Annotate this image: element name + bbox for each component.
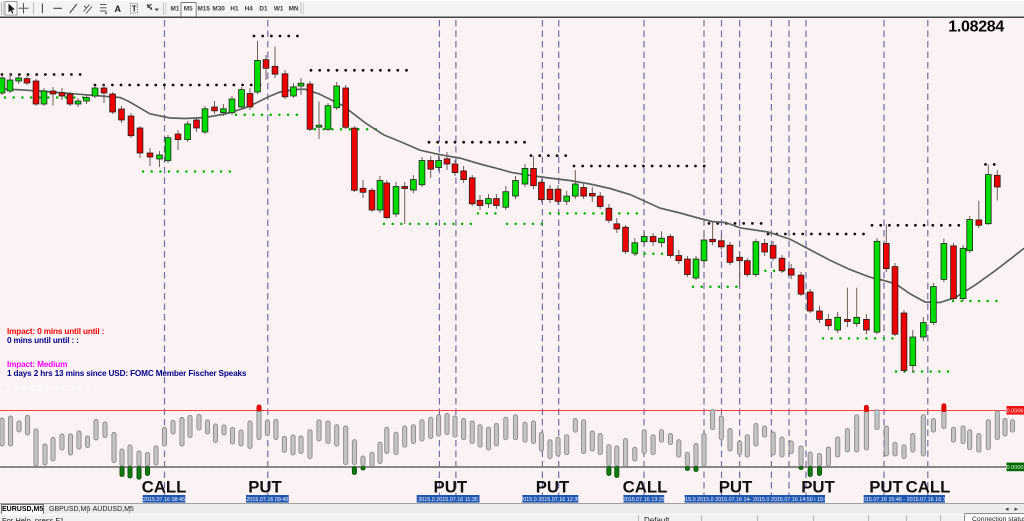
svg-text:S.T.O MAGNETIC BY CESTATIT: S.T.O MAGNETIC BY CESTATIT (5, 385, 97, 392)
svg-text:0 mins until until : :: 0 mins until until : : (7, 336, 79, 345)
svg-text:PUT: PUT (248, 478, 282, 497)
svg-text:PUT: PUT (869, 478, 903, 497)
svg-text:M5: M5 (184, 6, 193, 13)
svg-text:PUT: PUT (719, 478, 753, 497)
svg-text:M30: M30 (212, 6, 225, 13)
svg-text:M1: M1 (171, 6, 180, 13)
svg-text:D1: D1 (259, 6, 268, 13)
svg-text:2015.07.16 09:45: 2015.07.16 09:45 (246, 497, 288, 503)
svg-text:2015.0 2015.0 2015.07.16 14- 2: 2015.0 2015.0 2015.07.16 14- 2015.0 2015… (679, 497, 830, 503)
svg-text:CALL: CALL (142, 478, 187, 497)
svg-text:H4: H4 (245, 6, 254, 13)
svg-text:CALL: CALL (623, 478, 668, 497)
svg-text:0.0006: 0.0006 (1006, 409, 1023, 415)
svg-text:2015.07.16 08:45: 2015.07.16 08:45 (143, 497, 185, 503)
svg-text:PUT: PUT (434, 478, 468, 497)
svg-text:W1: W1 (274, 6, 284, 13)
svg-text:Impact: Medium: Impact: Medium (7, 360, 67, 369)
svg-text:2015.0 2015.07.16 11:35: 2015.0 2015.07.16 11:35 (418, 497, 478, 503)
svg-text:CALL: CALL (906, 478, 951, 497)
svg-text:PUT: PUT (801, 478, 835, 497)
svg-text:H1: H1 (230, 6, 239, 13)
svg-text:2015.07.16 13:25: 2015.07.16 13:25 (623, 497, 665, 503)
svg-text:M15: M15 (197, 6, 210, 13)
svg-text:Impact: 0 mins until until :: Impact: 0 mins until until : (7, 327, 104, 336)
svg-text:A: A (115, 4, 122, 14)
svg-text:1.08284: 1.08284 (948, 19, 1004, 36)
svg-text:2015.07.16 15:45 - 2015.07.16: 2015.07.16 15:45 - 2015.07.16 16:10 (860, 497, 949, 503)
svg-text:0.0000: 0.0000 (1006, 465, 1023, 471)
svg-text:MN: MN (289, 6, 299, 13)
svg-text:T: T (132, 4, 137, 13)
svg-text:1 days 2 hrs 13 mins since USD: 1 days 2 hrs 13 mins since USD: FOMC Mem… (7, 369, 247, 378)
svg-text:2015.0 2015.07.16 12:35: 2015.0 2015.07.16 12:35 (520, 497, 580, 503)
svg-text:PUT: PUT (536, 478, 570, 497)
